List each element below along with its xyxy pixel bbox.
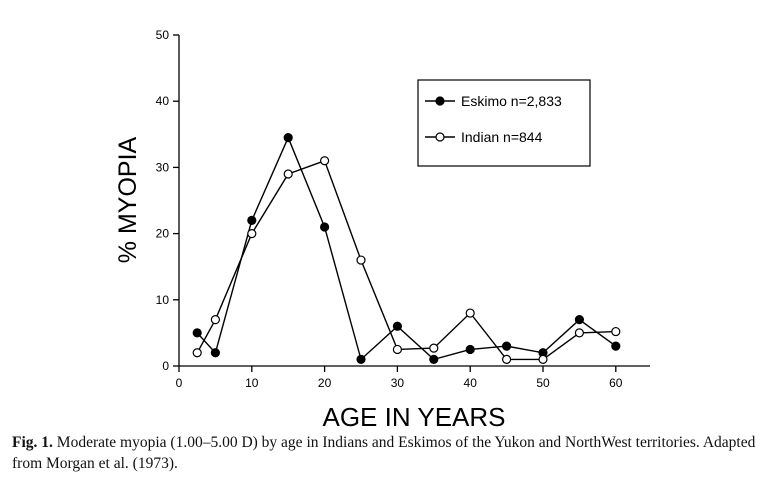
y-tick-label: 50 — [156, 28, 170, 42]
indian-data-point — [210, 315, 220, 325]
legend-box — [417, 79, 591, 167]
caption-label: Fig. 1. — [12, 434, 53, 451]
myopia-chart: 0 10 20 30 40 50 0 10 20 30 40 50 60 % MYOPIA AGE IN… — [114, 28, 650, 430]
indian-data-point — [538, 354, 548, 364]
eskimo-data-point — [465, 344, 475, 355]
x-tick-label: 0 — [176, 376, 183, 390]
indian-data-point — [392, 344, 402, 355]
x-tick-label: 60 — [609, 376, 623, 390]
eskimo-data-point — [502, 341, 512, 351]
legend-marker-2 — [435, 132, 445, 142]
x-tick-label: 30 — [391, 376, 405, 390]
chart-ticks: 0 10 20 30 40 50 0 10 20 30 40 50 60 — [156, 28, 623, 390]
legend-label-1: Eskimo n=2,833 — [461, 93, 562, 109]
series-line-2 — [196, 159, 616, 361]
chart-series — [192, 133, 621, 364]
y-axis-title: % MYOPIA — [114, 136, 142, 263]
indian-data-point — [356, 255, 366, 265]
legend-label-2: Indian n=844 — [461, 129, 543, 145]
y-tick-label: 20 — [156, 227, 170, 241]
figure-caption: Fig. 1. Moderate myopia (1.00–5.00 D) by… — [12, 432, 760, 474]
indian-data-point — [611, 326, 621, 337]
chart-legend: Eskimo n=2,833 Indian n=844 — [417, 79, 591, 167]
x-tick-label: 10 — [245, 376, 259, 390]
x-tick-label: 40 — [464, 376, 478, 390]
x-tick-label: 50 — [536, 376, 550, 390]
x-tick-label: 20 — [318, 376, 332, 390]
indian-data-point — [192, 348, 202, 358]
eskimo-data-point — [392, 321, 402, 331]
eskimo-data-point — [247, 215, 257, 225]
y-tick-label: 30 — [156, 160, 170, 174]
eskimo-data-point — [429, 354, 439, 364]
indian-data-point — [320, 156, 330, 166]
eskimo-data-point — [320, 222, 330, 232]
y-tick-label: 40 — [156, 94, 170, 108]
indian-data-point — [502, 354, 512, 364]
eskimo-data-point — [283, 133, 293, 143]
eskimo-data-point — [574, 315, 585, 325]
indian-data-point — [574, 328, 585, 338]
caption-text: Moderate myopia (1.00–5.00 D) by age in … — [12, 434, 756, 472]
x-axis-title: AGE IN YEARS — [322, 402, 505, 430]
eskimo-data-point — [356, 354, 366, 364]
y-tick-label: 10 — [156, 293, 170, 307]
chart-axes — [178, 35, 650, 367]
legend-marker-1 — [435, 96, 445, 106]
eskimo-data-point — [210, 348, 220, 358]
y-tick-label: 0 — [162, 359, 169, 373]
indian-data-point — [283, 169, 293, 179]
series-line-1 — [196, 135, 617, 361]
eskimo-data-point — [611, 341, 621, 351]
indian-data-point — [247, 229, 257, 239]
indian-data-point — [429, 343, 439, 353]
indian-data-point — [465, 308, 475, 318]
eskimo-data-point — [192, 328, 202, 338]
